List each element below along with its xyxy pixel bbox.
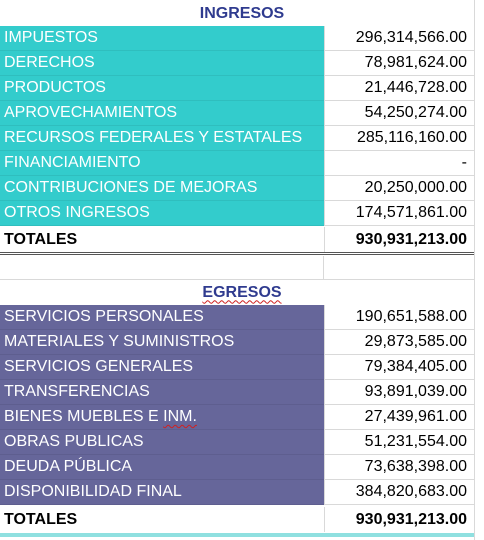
spellcheck-mark: INM. xyxy=(163,408,197,425)
egresos-row[interactable]: MATERIALES Y SUMINISTROS 29,873,585.00 xyxy=(0,330,484,355)
egresos-row[interactable]: SERVICIOS PERSONALES 190,651,588.00 xyxy=(0,305,484,330)
total-value[interactable]: 930,931,213.00 xyxy=(324,507,474,532)
row-label[interactable]: IMPUESTOS xyxy=(0,26,324,51)
egresos-row[interactable]: OBRAS PUBLICAS 51,231,554.00 xyxy=(0,430,484,455)
ingresos-row[interactable]: CONTRIBUCIONES DE MEJORAS 20,250,000.00 xyxy=(0,176,484,201)
ingresos-row[interactable]: RECURSOS FEDERALES Y ESTATALES 285,116,1… xyxy=(0,126,484,151)
row-value[interactable]: 190,651,588.00 xyxy=(324,305,474,330)
egresos-row[interactable]: TRANSFERENCIAS 93,891,039.00 xyxy=(0,380,484,405)
row-value[interactable]: 20,250,000.00 xyxy=(324,176,474,201)
row-label[interactable]: RECURSOS FEDERALES Y ESTATALES xyxy=(0,126,324,151)
ingresos-total-row[interactable]: TOTALES 930,931,213.00 xyxy=(0,227,484,252)
egresos-title: EGRESOS xyxy=(0,280,484,305)
row-label[interactable]: DISPONIBILIDAD FINAL xyxy=(0,480,324,505)
bottom-teal-rule xyxy=(0,533,474,537)
egresos-total-row[interactable]: TOTALES 930,931,213.00 xyxy=(0,507,484,532)
row-label[interactable]: DEUDA PÚBLICA xyxy=(0,455,324,480)
row-value[interactable]: 29,873,585.00 xyxy=(324,330,474,355)
row-label[interactable]: PRODUCTOS xyxy=(0,76,324,101)
row-value[interactable]: 384,820,683.00 xyxy=(324,480,474,505)
ingresos-row[interactable]: APROVECHAMIENTOS 54,250,274.00 xyxy=(0,101,484,126)
ingresos-row[interactable]: DERECHOS 78,981,624.00 xyxy=(0,51,484,76)
ingresos-title-text: INGRESOS xyxy=(199,4,285,22)
row-label[interactable]: SERVICIOS PERSONALES xyxy=(0,305,324,330)
row-label[interactable]: APROVECHAMIENTOS xyxy=(0,101,324,126)
double-underline xyxy=(0,252,474,255)
row-value[interactable]: 174,571,861.00 xyxy=(324,201,474,226)
egresos-title-text: EGRESOS xyxy=(202,283,282,301)
ingresos-row[interactable]: OTROS INGRESOS 174,571,861.00 xyxy=(0,201,484,226)
blank-row[interactable] xyxy=(0,256,484,280)
egresos-row[interactable]: BIENES MUEBLES E INM. 27,439,961.00 xyxy=(0,405,484,430)
ingresos-row[interactable]: IMPUESTOS 296,314,566.00 xyxy=(0,26,484,51)
egresos-row[interactable]: DISPONIBILIDAD FINAL 384,820,683.00 xyxy=(0,480,484,505)
row-value[interactable]: 51,231,554.00 xyxy=(324,430,474,455)
ingresos-row[interactable]: FINANCIAMIENTO - xyxy=(0,151,484,176)
row-value[interactable]: 296,314,566.00 xyxy=(324,26,474,51)
total-label[interactable]: TOTALES xyxy=(0,507,324,532)
row-label[interactable]: DERECHOS xyxy=(0,51,324,76)
row-value[interactable]: 73,638,398.00 xyxy=(324,455,474,480)
total-value[interactable]: 930,931,213.00 xyxy=(324,227,474,252)
row-value[interactable]: 285,116,160.00 xyxy=(324,126,474,151)
ingresos-title: INGRESOS xyxy=(0,1,484,26)
row-value[interactable]: - xyxy=(324,151,474,176)
row-label[interactable]: CONTRIBUCIONES DE MEJORAS xyxy=(0,176,324,201)
row-label[interactable]: OBRAS PUBLICAS xyxy=(0,430,324,455)
row-label[interactable]: BIENES MUEBLES E INM. xyxy=(0,405,324,430)
row-value[interactable]: 27,439,961.00 xyxy=(324,405,474,430)
row-label[interactable]: MATERIALES Y SUMINISTROS xyxy=(0,330,324,355)
row-label[interactable]: SERVICIOS GENERALES xyxy=(0,355,324,380)
row-value[interactable]: 21,446,728.00 xyxy=(324,76,474,101)
column-gridline xyxy=(474,0,475,540)
row-label[interactable]: TRANSFERENCIAS xyxy=(0,380,324,405)
row-value[interactable]: 93,891,039.00 xyxy=(324,380,474,405)
ingresos-row[interactable]: PRODUCTOS 21,446,728.00 xyxy=(0,76,484,101)
row-value[interactable]: 54,250,274.00 xyxy=(324,101,474,126)
egresos-row[interactable]: SERVICIOS GENERALES 79,384,405.00 xyxy=(0,355,484,380)
row-value[interactable]: 78,981,624.00 xyxy=(324,51,474,76)
blank-cell[interactable] xyxy=(0,256,324,280)
row-value[interactable]: 79,384,405.00 xyxy=(324,355,474,380)
blank-cell[interactable] xyxy=(324,256,474,280)
row-label[interactable]: OTROS INGRESOS xyxy=(0,201,324,226)
row-label[interactable]: FINANCIAMIENTO xyxy=(0,151,324,176)
total-label[interactable]: TOTALES xyxy=(0,227,324,252)
egresos-row[interactable]: DEUDA PÚBLICA 73,638,398.00 xyxy=(0,455,484,480)
row-label-text: BIENES MUEBLES E INM. xyxy=(4,408,197,425)
